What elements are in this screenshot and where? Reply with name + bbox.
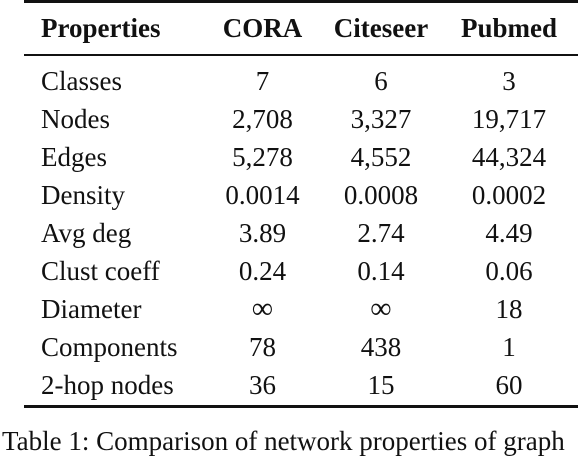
- cora-value: 36: [249, 370, 276, 400]
- header-pubmed: Pubmed: [460, 13, 558, 43]
- cora-value: 5,278: [232, 142, 293, 172]
- table-bottom-rule: [24, 405, 578, 408]
- pubmed-value: 3: [502, 66, 516, 96]
- pubmed-value: 44,324: [471, 142, 547, 172]
- table-row: Diameter ∞ ∞ 18: [0, 290, 584, 328]
- cora-value: 0.24: [238, 256, 287, 286]
- citeseer-value: 0.14: [357, 256, 405, 286]
- pubmed-value: 1: [502, 332, 516, 362]
- row-label: Components: [41, 332, 178, 362]
- table-row: Avg deg 3.89 2.74 4.49: [0, 214, 584, 252]
- pubmed-value: 0.06: [485, 256, 533, 286]
- table-header-row: Properties CORA Citeseer Pubmed: [0, 9, 584, 47]
- citeseer-value: 15: [367, 370, 395, 400]
- pubmed-value: 18: [495, 294, 523, 324]
- header-citeseer: Citeseer: [333, 13, 429, 43]
- cora-value: 0.0014: [225, 180, 300, 210]
- table-header-rule: [24, 54, 578, 56]
- row-label: Density: [41, 180, 125, 210]
- citeseer-value: 3,327: [350, 104, 412, 134]
- cora-value: 2,708: [232, 104, 293, 134]
- citeseer-value: ∞: [370, 292, 392, 325]
- row-label: Nodes: [41, 104, 110, 134]
- header-properties: Properties: [41, 13, 161, 43]
- table-row: Clust coeff 0.24 0.14 0.06: [0, 252, 584, 290]
- cora-value: ∞: [251, 292, 274, 325]
- table-row: 2-hop nodes 36 15 60: [0, 366, 584, 404]
- pubmed-value: 4.49: [485, 218, 533, 248]
- row-label: Clust coeff: [41, 256, 160, 286]
- pubmed-value: 60: [495, 370, 523, 400]
- pubmed-value: 19,717: [471, 104, 547, 134]
- cora-value: 7: [255, 66, 270, 96]
- table-top-rule: [24, 0, 578, 3]
- row-label: Diameter: [41, 294, 142, 324]
- citeseer-value: 4,552: [350, 142, 412, 172]
- row-label: 2-hop nodes: [41, 370, 174, 400]
- pubmed-value: 0.0002: [471, 180, 547, 210]
- citeseer-value: 438: [360, 332, 402, 362]
- table-row: Nodes 2,708 3,327 19,717: [0, 100, 584, 138]
- cora-value: 78: [249, 332, 276, 362]
- table-row: Classes 7 6 3: [0, 62, 584, 100]
- citeseer-value: 2.74: [357, 218, 405, 248]
- citeseer-value: 6: [374, 66, 388, 96]
- citeseer-value: 0.0008: [343, 180, 419, 210]
- table-row: Edges 5,278 4,552 44,324: [0, 138, 584, 176]
- table-row: Components 78 438 1: [0, 328, 584, 366]
- row-label: Classes: [41, 66, 122, 96]
- table-row: Density 0.0014 0.0008 0.0002: [0, 176, 584, 214]
- cora-value: 3.89: [238, 218, 287, 248]
- row-label: Edges: [41, 142, 107, 172]
- header-cora: CORA: [222, 13, 303, 43]
- row-label: Avg deg: [41, 218, 132, 248]
- table-caption: Table 1: Comparison of network propertie…: [2, 426, 565, 456]
